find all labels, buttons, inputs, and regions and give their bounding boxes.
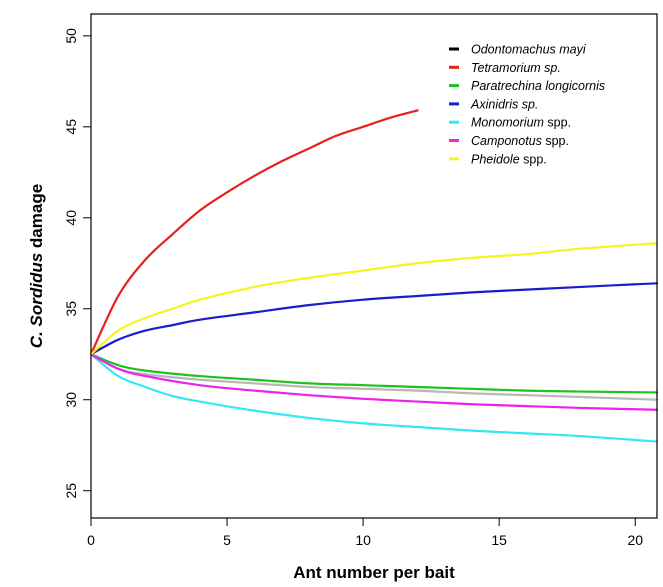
legend-label: Tetramorium sp. (471, 61, 561, 75)
y-tick-label: 40 (63, 210, 79, 226)
x-tick-label: 5 (223, 532, 231, 548)
y-tick-label: 30 (63, 392, 79, 408)
series-line-3 (89, 282, 659, 356)
legend-label: Camponotus spp. (471, 134, 569, 148)
legend-label-part: spp. (544, 116, 571, 130)
series-line-5 (89, 353, 659, 411)
x-tick-label: 0 (87, 532, 95, 548)
y-axis-title: C. Sordidus damage (27, 184, 46, 348)
y-tick-label: 45 (63, 119, 79, 135)
y-axis-title-part: damage (27, 184, 46, 253)
legend-label: Pheidole spp. (471, 152, 547, 166)
y-axis-title-part: C. (27, 326, 46, 348)
x-tick-label: 15 (491, 532, 507, 548)
x-axis: 0 5 10 15 20 (87, 517, 643, 548)
legend-label-part: Pheidole (471, 152, 520, 166)
legend-label-part: spp. (520, 152, 547, 166)
series-line-6 (89, 242, 659, 356)
legend-label-part: spp. (542, 134, 569, 148)
y-axis-title-part: Sordidus (27, 253, 46, 327)
y-axis: 25 30 35 40 45 50 (63, 28, 91, 499)
legend-label-part: Odontomachus mayi (471, 43, 587, 57)
series-line-2 (89, 353, 659, 394)
x-tick-label: 20 (627, 532, 643, 548)
legend-label: Axinidris sp. (470, 97, 538, 111)
x-tick-label: 10 (355, 532, 371, 548)
legend-label-part: Tetramorium sp. (471, 61, 561, 75)
series-line-4 (89, 353, 659, 443)
series-line-1 (89, 109, 419, 356)
y-tick-label: 25 (63, 483, 79, 499)
legend-label-part: Camponotus (471, 134, 542, 148)
legend-label-part: Axinidris sp. (470, 97, 538, 111)
x-axis-title: Ant number per bait (293, 563, 455, 582)
y-tick-label: 50 (63, 28, 79, 44)
series-line-0 (89, 353, 659, 401)
y-tick-label: 35 (63, 301, 79, 317)
legend-label: Paratrechina longicornis (471, 79, 605, 93)
legend-label: Monomorium spp. (471, 116, 571, 130)
legend-label-part: Monomorium (471, 116, 544, 130)
plot-lines (89, 109, 659, 443)
legend: Odontomachus mayi Tetramorium sp. Paratrec… (449, 43, 605, 166)
legend-label-part: Paratrechina longicornis (471, 79, 605, 93)
legend-label: Odontomachus mayi (471, 43, 587, 57)
